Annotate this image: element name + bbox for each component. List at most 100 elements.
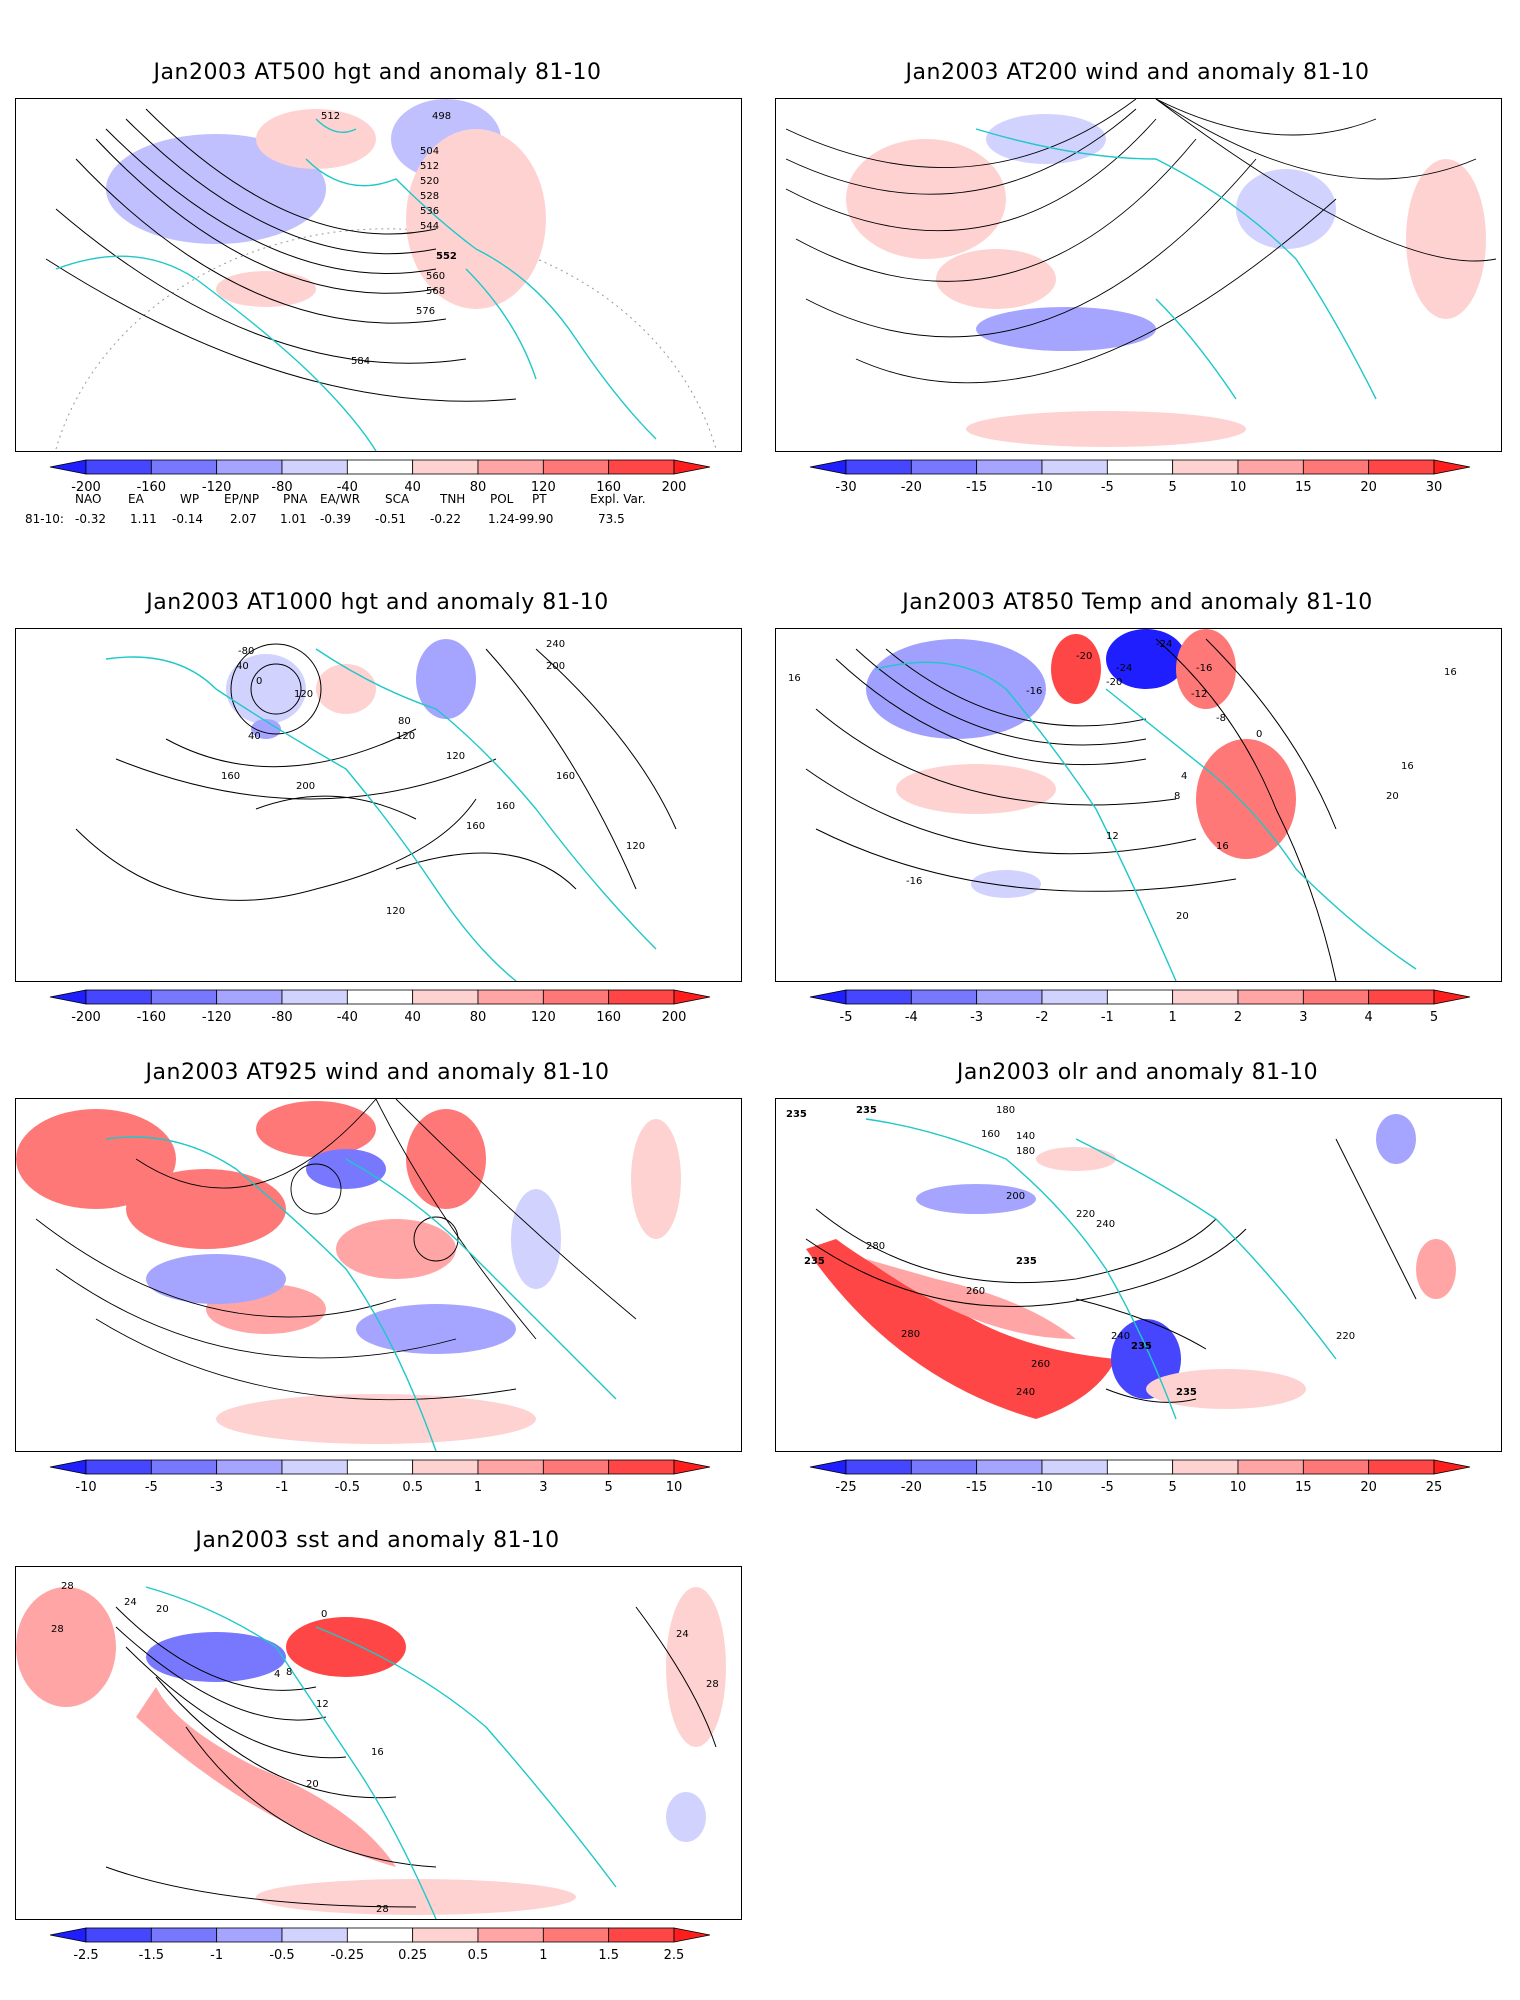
- contour-label: 28: [61, 1581, 74, 1592]
- colorbar-tick-label: 0.25: [398, 1948, 428, 1963]
- colorbar-tick-label: 25: [1425, 1480, 1443, 1495]
- colorbar-arrow-high: [673, 1459, 711, 1475]
- colorbar-tick-label: -3: [970, 1010, 984, 1025]
- contour-label: 512: [321, 111, 340, 122]
- colorbar-tick-label: 160: [596, 1010, 622, 1025]
- colorbar-tick-label: 160: [596, 480, 622, 495]
- colorbar-tick-label: 120: [530, 1010, 556, 1025]
- index-header: SCA: [385, 492, 410, 506]
- contour-label: 20: [156, 1604, 169, 1615]
- contour-label: -80: [238, 646, 254, 657]
- colorbar-swatch: [845, 459, 912, 475]
- panel-at850-temp: Jan2003 AT850 Temp and anomaly 81-10 -20: [770, 590, 1505, 1030]
- colorbar-swatch: [1237, 459, 1304, 475]
- colorbar-tick-label: -10: [75, 1480, 97, 1495]
- colorbar-swatch: [1041, 1459, 1108, 1475]
- contour-label: 80: [398, 716, 411, 727]
- colorbar-tick-label: 5: [1429, 1010, 1439, 1025]
- colorbar-tick-label: -160: [136, 480, 167, 495]
- colorbar-swatch: [542, 1459, 610, 1475]
- colorbar-tick-label: -2.5: [73, 1948, 99, 1963]
- contour-label: 504: [420, 146, 439, 157]
- contour-label: 8: [1174, 791, 1180, 802]
- colorbar-arrow-low: [49, 459, 87, 475]
- panel-at200-wind: Jan2003 AT200 wind and anomaly 81-10: [770, 60, 1505, 495]
- contour-label: 544: [420, 221, 439, 232]
- colorbar-swatch: [608, 1927, 675, 1943]
- contour-label: 20: [1176, 911, 1189, 922]
- index-header: NAO: [75, 492, 102, 506]
- colorbar-tick-label: 4: [1364, 1010, 1373, 1025]
- contour-label: 235: [786, 1109, 807, 1120]
- colorbar-arrow-high: [673, 989, 711, 1005]
- colorbar-tick-label: -5: [1100, 1480, 1114, 1495]
- colorbar-arrow-low: [49, 1927, 87, 1943]
- colorbar-tick-label: -1: [210, 1948, 224, 1963]
- colorbar: -30 -20 -15 -10 -5 5 10 15 20 30: [809, 459, 1471, 500]
- colorbar-tick-label: 20: [1360, 1480, 1377, 1495]
- panel-olr: Jan2003 olr and anomaly 81-10 235 235: [770, 1060, 1505, 1500]
- contour-label: -24: [1116, 663, 1132, 674]
- panel-title: Jan2003 AT925 wind and anomaly 81-10: [145, 1060, 610, 1085]
- colorbar-arrow-high: [1433, 459, 1471, 475]
- contour-label: 552: [436, 251, 457, 262]
- contour-label: 200: [296, 781, 315, 792]
- colorbar-swatch: [281, 1459, 348, 1475]
- contour-label: 160: [556, 771, 575, 782]
- colorbar-tick-label: 200: [661, 480, 687, 495]
- colorbar-tick-label: 1: [1168, 1010, 1177, 1025]
- colorbar-swatch: [346, 1927, 414, 1943]
- colorbar-swatch: [412, 1927, 479, 1943]
- panel-at500-hgt: Jan2003 AT500 hgt and anomaly 81-10 512 …: [10, 60, 745, 540]
- contour-label: 16: [788, 673, 801, 684]
- colorbar-tick-label: 30: [1425, 480, 1443, 495]
- colorbar-swatch: [477, 1459, 544, 1475]
- contour-label: 200: [1006, 1191, 1025, 1202]
- colorbar-arrow-low: [49, 989, 87, 1005]
- contour-label: 120: [294, 689, 313, 700]
- colorbar-tick-label: 2: [1233, 1010, 1243, 1025]
- colorbar-swatch: [346, 1459, 414, 1475]
- colorbar-swatch: [542, 989, 610, 1005]
- colorbar-swatch: [1172, 1459, 1239, 1475]
- colorbar: -10 -5 -3 -1 -0.5 0.5 1 3 5 10: [49, 1459, 711, 1500]
- panel-title: Jan2003 AT200 wind and anomaly 81-10: [905, 60, 1370, 85]
- colorbar-tick-label: -15: [966, 480, 988, 495]
- colorbar: -5 -4 -3 -2 -1 1 2 3 4 5: [809, 989, 1471, 1030]
- contour-label: 120: [626, 841, 645, 852]
- contour-label: 40: [236, 661, 249, 672]
- index-header: PT: [532, 492, 547, 506]
- colorbar-tick-label: -80: [271, 480, 293, 495]
- colorbar-tick-label: -200: [71, 1010, 101, 1025]
- index-header: EA/WR: [320, 492, 361, 506]
- colorbar-tick-label: 10: [665, 1480, 683, 1495]
- map-canvas: 512 498 504 512 520 528 536 544 552 560 …: [45, 99, 717, 451]
- colorbar-swatch: [1041, 459, 1108, 475]
- colorbar-tick-label: 15: [1295, 480, 1312, 495]
- contour-label: 235: [1176, 1387, 1197, 1398]
- contour-label: 0: [256, 676, 262, 687]
- contour-label: 180: [1016, 1146, 1035, 1157]
- contour-label: 235: [856, 1105, 877, 1116]
- colorbar-swatch: [1106, 989, 1174, 1005]
- contour-label: 260: [1031, 1359, 1050, 1370]
- map-at1000: -80 40 0 120 240 200 40 80 120 160 200 1…: [15, 628, 742, 982]
- contour-label: -20: [1076, 651, 1092, 662]
- colorbar-tick-label: -20: [900, 1480, 922, 1495]
- panel-title: Jan2003 AT1000 hgt and anomaly 81-10: [146, 590, 609, 615]
- map-canvas: [785, 99, 1497, 447]
- contour-label: 24: [676, 1629, 689, 1640]
- colorbar: -2.5 -1.5 -1 -0.5 -0.25 0.25 0.5 1 1.5 2.5: [49, 1927, 711, 1968]
- colorbar-arrow-low: [809, 989, 847, 1005]
- colorbar-swatch: [477, 989, 544, 1005]
- colorbar-swatch: [845, 989, 912, 1005]
- colorbar-tick-label: 10: [1229, 480, 1247, 495]
- contour-label: 140: [1016, 1131, 1035, 1142]
- colorbar-swatch: [216, 1927, 283, 1943]
- contour-label: 8: [286, 1667, 292, 1678]
- index-row-label: 81-10:: [25, 512, 64, 526]
- contour-label: -12: [1191, 689, 1207, 700]
- map-at925: [15, 1098, 742, 1452]
- contour-label: 40: [248, 731, 261, 742]
- contour-label: -20: [1106, 677, 1122, 688]
